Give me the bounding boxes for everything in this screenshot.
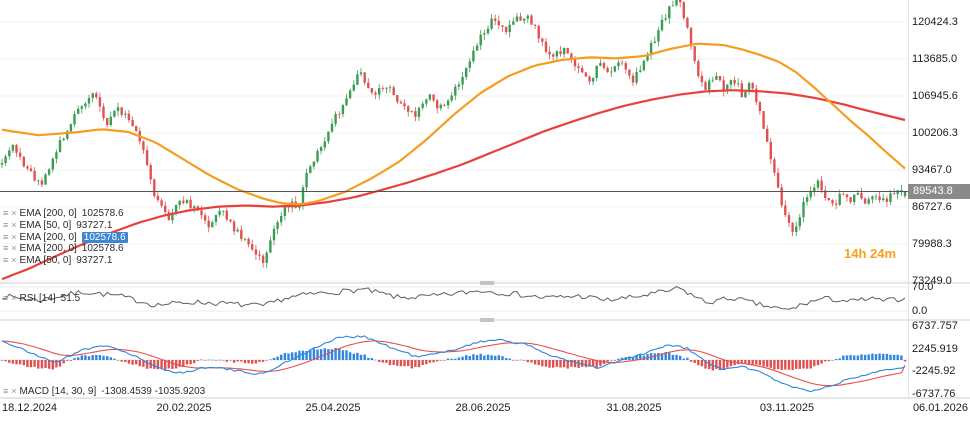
close-icon[interactable]: × (11, 220, 17, 231)
price-axis-label: 86727.6 (912, 201, 952, 213)
indicator-value: 102578.6 (81, 208, 124, 220)
price-axis-label: 113685.0 (912, 53, 958, 65)
indicator-label: MACD [14, 30, 9] (19, 386, 97, 398)
macd-axis-label: -6737.76 (912, 388, 956, 400)
indicator-value: 51.5 (60, 293, 81, 305)
indicator-legend-row-macd[interactable]: ≡ × MACD [14, 30, 9] -1308.4539 -1035.92… (3, 386, 205, 398)
panel-resize-handle[interactable] (480, 281, 494, 285)
macd-line[interactable] (1, 335, 906, 393)
ema200-line[interactable] (1, 89, 906, 281)
indicator-legend-row-rsi[interactable]: ≡ × RSI [14] 51.5 (3, 293, 80, 305)
menu-icon[interactable]: ≡ (3, 293, 9, 304)
indicator-value: 93727.1 (76, 220, 113, 232)
rsi-line[interactable] (1, 286, 906, 310)
menu-icon[interactable]: ≡ (3, 386, 9, 397)
indicator-legend-row-ema[interactable]: ≡ × EMA [50, 0] 93727.1 (3, 220, 128, 232)
close-icon[interactable]: × (11, 231, 17, 242)
macd-axis-label: 6737.757 (912, 320, 958, 332)
macd-axis-label: -2245.92 (912, 365, 956, 377)
price-axis-label: 106945.6 (912, 90, 958, 102)
close-icon[interactable]: × (11, 255, 17, 266)
indicator-value: 102578.6 (81, 243, 124, 255)
macd-signal-line[interactable] (1, 340, 906, 387)
last-price-badge: 89543.8 (908, 184, 970, 199)
indicator-legend-row-ema[interactable]: ≡ × EMA [200, 0] 102578.6 (3, 243, 128, 255)
indicator-label: EMA [50, 0] (19, 220, 72, 232)
macd-histogram[interactable] (0, 347, 907, 371)
time-axis-label: 20.02.2025 (156, 402, 212, 414)
time-axis-label: 03.11.2025 (759, 402, 815, 414)
indicator-value: 102578.6 (81, 231, 128, 243)
menu-icon[interactable]: ≡ (3, 220, 9, 231)
price-axis-label: 93467.0 (912, 164, 952, 176)
time-axis-label: 28.06.2025 (455, 402, 511, 414)
price-axis-label: 120424.3 (912, 16, 958, 28)
menu-icon[interactable]: ≡ (3, 208, 9, 219)
close-icon[interactable]: × (11, 386, 17, 397)
indicator-legend-row-ema[interactable]: ≡ × EMA [200, 0] 102578.6 (3, 231, 128, 243)
time-axis-label: 31.08.2025 (606, 402, 662, 414)
indicator-value: -1308.4539 -1035.9203 (101, 386, 206, 398)
indicator-value: 93727.1 (76, 255, 113, 267)
ema50-line[interactable] (1, 42, 906, 206)
rsi-legend: ≡ × RSI [14] 51.5 (3, 293, 80, 305)
price-axis-label: 79988.3 (912, 238, 952, 250)
indicator-label: EMA [200, 0] (19, 231, 77, 243)
main-legend: ≡ × EMA [200, 0] 102578.6 ≡ × EMA [50, 0] 93727… (3, 208, 128, 266)
macd-axis-label: 2245.919 (912, 343, 958, 355)
indicator-legend-row-ema[interactable]: ≡ × EMA [200, 0] 102578.6 (3, 208, 128, 220)
candle-countdown: 14h 24m (844, 246, 897, 261)
indicator-label: RSI [14] (19, 293, 56, 305)
rsi-axis-label: 70.0 (912, 281, 934, 293)
time-axis-label: 18.12.2024 (2, 402, 58, 414)
price-axis-label: 73249.0 (912, 275, 952, 287)
indicator-label: EMA [200, 0] (19, 208, 77, 220)
price-axis-label: 100206.3 (912, 127, 958, 139)
menu-icon[interactable]: ≡ (3, 255, 9, 266)
close-icon[interactable]: × (11, 208, 17, 219)
menu-icon[interactable]: ≡ (3, 231, 9, 242)
indicator-label: EMA [50, 0] (19, 255, 72, 267)
close-icon[interactable]: × (11, 293, 17, 304)
menu-icon[interactable]: ≡ (3, 243, 9, 254)
indicator-legend-row-ema[interactable]: ≡ × EMA [50, 0] 93727.1 (3, 255, 128, 267)
indicator-label: EMA [200, 0] (19, 243, 77, 255)
time-axis-label: 06.01.2026 (912, 402, 968, 414)
panel-resize-handle[interactable] (480, 318, 494, 322)
time-axis-label: 25.04.2025 (305, 402, 361, 414)
macd-legend: ≡ × MACD [14, 30, 9] -1308.4539 -1035.92… (3, 386, 205, 398)
close-icon[interactable]: × (11, 243, 17, 254)
rsi-axis-label: 0.0 (912, 305, 928, 317)
